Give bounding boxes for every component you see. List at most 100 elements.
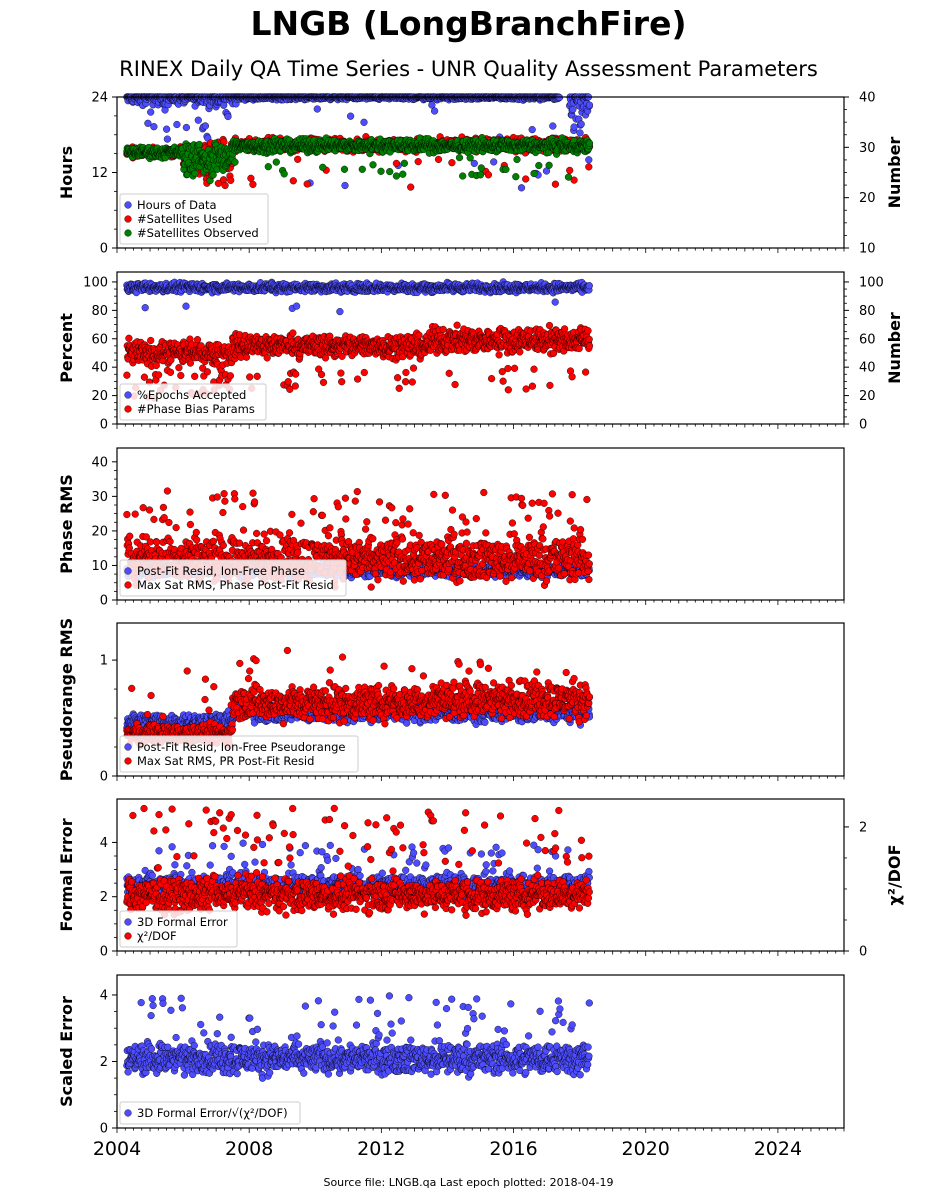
- data-point: [227, 176, 235, 184]
- data-point: [386, 168, 394, 176]
- chart-title: LNGB (LongBranchFire): [250, 4, 687, 43]
- data-point: [319, 163, 327, 171]
- panel-2: 020406080100Percent020406080100Number%Ep…: [57, 271, 904, 433]
- data-point: [231, 158, 239, 166]
- data-point: [194, 116, 202, 124]
- data-point: [522, 175, 530, 183]
- data-point: [585, 163, 593, 171]
- data-point: [551, 298, 559, 306]
- data-point: [428, 101, 436, 109]
- scatter-points: [123, 278, 594, 402]
- data-point: [551, 180, 560, 188]
- legend: Hours of Data#Satellites Used#Satellites…: [119, 193, 269, 245]
- data-point: [585, 101, 594, 109]
- data-point: [150, 123, 158, 131]
- data-point: [140, 373, 149, 381]
- chart-subtitle: RINEX Daily QA Time Series - UNR Quality…: [119, 57, 818, 81]
- data-point: [502, 165, 510, 174]
- data-point: [577, 120, 585, 128]
- data-point: [247, 174, 255, 182]
- data-point: [585, 282, 593, 290]
- data-point: [377, 167, 385, 175]
- legend-marker: [124, 229, 132, 237]
- data-point: [414, 158, 422, 166]
- data-point: [166, 368, 175, 376]
- data-point: [123, 371, 131, 379]
- data-point: [517, 184, 526, 192]
- data-point: [163, 135, 172, 143]
- data-point: [576, 129, 584, 137]
- data-point: [566, 166, 574, 175]
- scatter-points: [123, 93, 594, 192]
- data-point: [459, 172, 467, 180]
- data-point: [564, 173, 573, 181]
- data-point: [455, 154, 464, 162]
- legend-marker: [124, 201, 132, 209]
- data-point: [466, 154, 474, 162]
- y-tick-label: 12: [91, 166, 108, 181]
- data-point: [341, 181, 349, 190]
- data-point: [209, 171, 217, 179]
- data-point: [294, 155, 302, 163]
- data-point: [289, 177, 297, 185]
- data-point: [147, 108, 155, 116]
- data-point: [182, 123, 191, 132]
- series-1: [123, 278, 593, 316]
- data-point: [477, 164, 485, 172]
- y2-tick-label: 20: [859, 191, 876, 206]
- data-point: [221, 181, 229, 190]
- y2-axis-label: Number: [885, 137, 904, 209]
- y2-tick-label: 30: [859, 141, 876, 156]
- data-point: [313, 105, 321, 113]
- series-3: [123, 134, 594, 185]
- data-point: [264, 163, 272, 171]
- data-point: [340, 165, 349, 173]
- data-point: [528, 126, 536, 134]
- data-point: [224, 112, 232, 121]
- data-point: [347, 112, 355, 120]
- data-point: [434, 155, 443, 164]
- data-point: [336, 308, 344, 316]
- data-point: [431, 107, 439, 115]
- data-point: [392, 159, 401, 168]
- data-point: [293, 302, 301, 310]
- data-point: [155, 371, 163, 379]
- data-point: [280, 170, 288, 178]
- data-point: [360, 118, 368, 126]
- data-point: [195, 140, 203, 149]
- data-point: [448, 159, 456, 167]
- data-point: [585, 139, 594, 147]
- data-point: [303, 180, 311, 188]
- data-point: [400, 159, 409, 167]
- y-axis-label: Hours: [57, 146, 76, 199]
- data-point: [249, 180, 257, 189]
- data-point: [186, 359, 195, 367]
- data-point: [173, 120, 181, 129]
- data-point: [191, 372, 199, 380]
- data-point: [144, 119, 152, 127]
- data-point: [549, 122, 557, 130]
- legend-marker: [124, 215, 132, 223]
- data-point: [399, 170, 407, 178]
- data-point: [201, 122, 210, 130]
- data-point: [512, 173, 520, 181]
- legend-label: Hours of Data: [137, 198, 217, 212]
- data-point: [141, 304, 149, 312]
- data-point: [193, 336, 202, 344]
- data-point: [272, 158, 280, 166]
- data-point: [490, 158, 498, 166]
- y2-tick-label: 40: [859, 91, 876, 106]
- data-point: [484, 171, 493, 179]
- data-point: [182, 302, 190, 310]
- data-point: [570, 123, 578, 131]
- data-point: [407, 183, 415, 191]
- data-point: [535, 161, 543, 170]
- data-point: [513, 155, 521, 164]
- data-point: [177, 371, 185, 380]
- data-point: [369, 161, 377, 169]
- data-point: [569, 105, 577, 113]
- data-point: [585, 156, 593, 164]
- data-point: [530, 169, 538, 178]
